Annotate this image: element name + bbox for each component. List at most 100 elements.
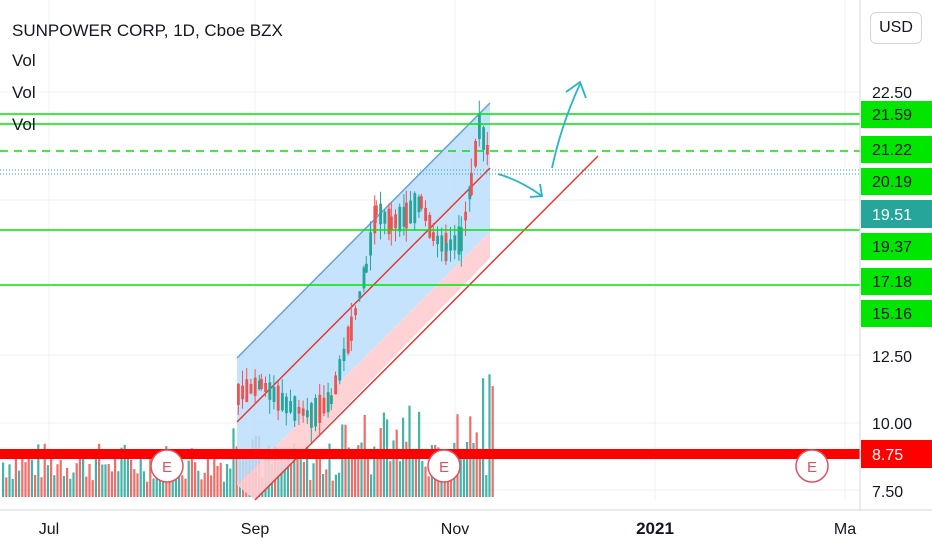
volume-bar — [88, 464, 91, 497]
volume-bar — [78, 457, 81, 497]
volume-bar — [424, 466, 427, 497]
volume-bar — [85, 476, 88, 497]
candle-body — [285, 396, 288, 414]
volume-bar — [37, 444, 40, 497]
volume-bar — [290, 464, 293, 497]
volume-bar — [366, 454, 369, 497]
volume-bar — [72, 472, 75, 497]
candle-body — [387, 208, 391, 235]
earnings-marker-1[interactable]: E — [150, 449, 184, 483]
projection-arrows[interactable] — [497, 80, 587, 198]
price-tick-10-00: 10.00 — [872, 416, 912, 433]
candle-body — [241, 385, 244, 400]
price-label-8-75: 8.75 — [872, 447, 903, 464]
volume-bar — [56, 464, 59, 497]
price-label-bg-20-19 — [861, 168, 932, 195]
volume-bar — [331, 480, 334, 497]
price-label-20-19: 20.19 — [872, 174, 912, 191]
trend-channel[interactable] — [236, 102, 599, 501]
volume-bar — [155, 463, 158, 497]
candle-body — [379, 203, 382, 225]
time-axis[interactable]: Jul Sep Nov 2021 Ma — [0, 509, 932, 538]
candle-body — [281, 392, 284, 411]
volume-bar — [357, 445, 360, 497]
volume-bar — [398, 461, 401, 497]
candle-body — [402, 207, 406, 227]
volume-bar — [466, 442, 469, 497]
volume-bar — [376, 453, 379, 497]
candle-body — [420, 196, 423, 209]
candle-body — [350, 316, 353, 341]
earnings-marker-label: E — [439, 459, 449, 476]
volume-bar — [222, 481, 225, 497]
volume-bar — [34, 475, 37, 497]
volume-bar — [168, 481, 171, 497]
candle-body — [354, 308, 357, 316]
candle-body — [276, 385, 280, 411]
volume-bar — [325, 469, 328, 497]
candle-body — [260, 378, 263, 389]
earnings-marker-3[interactable]: E — [795, 449, 829, 483]
volume-bar — [104, 464, 107, 497]
candle-body — [318, 394, 322, 423]
volume-bar — [133, 469, 136, 497]
volume-bar — [101, 464, 104, 497]
arrow-up-head — [565, 80, 587, 99]
volume-bar — [421, 460, 424, 497]
time-tick-nov: Nov — [441, 521, 469, 538]
volume-bar — [229, 468, 232, 497]
candle-body — [326, 392, 330, 413]
indicator-legend-vol-2[interactable]: Vol — [12, 83, 36, 102]
candle-body — [346, 326, 350, 354]
volume-bar — [69, 478, 72, 497]
candle-body — [449, 239, 452, 251]
price-label-bg-21-22 — [861, 136, 932, 163]
volume-bar — [107, 464, 110, 497]
volume-bar — [373, 446, 376, 497]
volume-bar — [190, 448, 193, 497]
price-axis[interactable]: 22.50 12.50 10.00 7.50 21.59 21.22 20.19… — [859, 0, 932, 510]
volume-bar — [312, 463, 315, 497]
volume-bar — [50, 455, 53, 497]
volume-bar — [315, 455, 318, 497]
candle-body — [272, 387, 276, 402]
price-label-bg-19-37 — [861, 233, 932, 260]
volume-bar — [27, 455, 30, 497]
volume-bar — [24, 462, 27, 497]
volume-bar — [302, 461, 305, 497]
candle-body — [268, 382, 272, 400]
candle-body — [253, 377, 257, 396]
indicator-legend-vol-3[interactable]: Vol — [12, 115, 36, 134]
volume-bar — [309, 479, 312, 497]
volume-bar — [392, 440, 395, 497]
indicator-legend-vol-1[interactable]: Vol — [12, 51, 36, 70]
volume-bar — [328, 443, 331, 497]
price-tick-7-50: 7.50 — [872, 484, 903, 501]
volume-bar — [478, 454, 481, 497]
volume-bar — [21, 455, 24, 497]
candle-body — [432, 232, 435, 241]
price-label-bg-8-75 — [861, 440, 932, 468]
earnings-markers[interactable]: E E E — [150, 449, 829, 483]
volume-bar — [82, 451, 85, 497]
volume-bar — [149, 458, 152, 497]
volume-bar — [318, 454, 321, 497]
volume-bar — [5, 477, 8, 497]
price-tick-12-50: 12.50 — [872, 349, 912, 366]
volume-bar — [40, 477, 43, 497]
volume-bar — [411, 451, 414, 497]
candle-body — [394, 214, 397, 229]
candle-body — [249, 384, 253, 394]
price-label-bg-17-18 — [861, 268, 932, 295]
volume-bar — [482, 378, 485, 497]
candle-body — [330, 395, 333, 404]
volume-bar — [123, 444, 126, 497]
earnings-marker-2[interactable]: E — [427, 449, 461, 483]
volume-bar — [203, 472, 206, 497]
candle-body — [334, 375, 337, 395]
price-levels[interactable] — [0, 113, 860, 459]
currency-button[interactable]: USD — [870, 12, 922, 44]
volume-bar — [462, 450, 465, 497]
volume-bar — [485, 475, 488, 497]
